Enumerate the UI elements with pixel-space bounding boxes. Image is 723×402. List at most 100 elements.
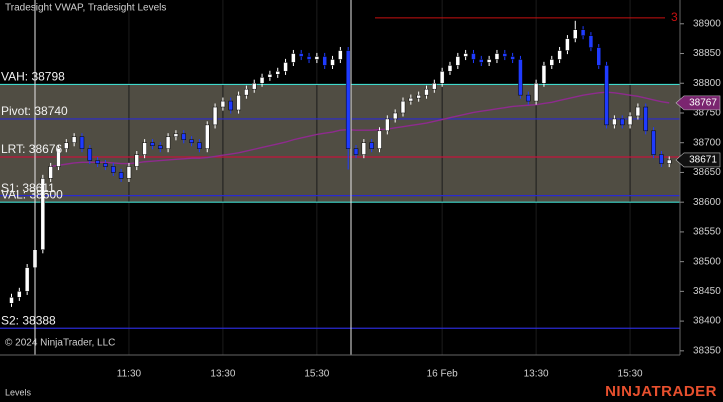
y-tick-label: 38750	[693, 108, 721, 119]
candle-body	[666, 159, 672, 164]
candle-body	[298, 53, 304, 57]
candle-body	[432, 82, 437, 90]
candle-body	[306, 56, 312, 60]
candle-body	[377, 130, 382, 149]
candle-body	[447, 65, 453, 72]
candle-body	[408, 97, 414, 102]
candle-body	[588, 35, 594, 48]
copyright: © 2024 NinjaTrader, LLC	[5, 338, 115, 349]
footer-tab[interactable]: Levels	[5, 387, 32, 397]
candle-body	[643, 106, 648, 132]
candle-body	[455, 56, 461, 66]
x-tick-label: 13:30	[524, 369, 549, 380]
y-tick-label: 38700	[693, 137, 721, 148]
candle-body	[596, 47, 601, 66]
price-badge-label: 38671	[689, 155, 717, 166]
vwap-line	[50, 91, 670, 168]
x-tick-label: 15:30	[304, 369, 329, 380]
price-badge-label: 38767	[689, 98, 717, 109]
candle-body	[220, 100, 226, 108]
candle-body	[494, 53, 500, 60]
y-tick-label: 38900	[693, 18, 721, 29]
candle-body	[627, 115, 633, 126]
candle-body	[48, 166, 53, 179]
candle-body	[24, 267, 30, 292]
candle-body	[259, 77, 265, 84]
y-tick-label: 38550	[693, 227, 721, 238]
candle-body	[197, 142, 202, 149]
candle-body	[95, 160, 100, 164]
candle-body	[612, 118, 617, 126]
candle-body	[134, 154, 140, 167]
level-label: S2: 38388	[1, 313, 56, 327]
candle-body	[580, 29, 586, 36]
candle-body	[345, 50, 351, 149]
candle-body	[565, 38, 570, 51]
candle-body	[236, 94, 241, 111]
candle-body	[424, 88, 429, 96]
candle-body	[212, 106, 218, 126]
level-label: S1: 38611	[1, 181, 55, 195]
candle-body	[9, 297, 14, 304]
candle-body	[291, 53, 296, 63]
brand-logo: NINJATRADER	[605, 383, 717, 400]
candle-body	[502, 53, 508, 57]
candle-body	[314, 56, 320, 60]
candle-body	[244, 88, 249, 96]
candle-body	[651, 130, 656, 155]
candle-body	[635, 106, 641, 117]
y-tick-label: 38350	[693, 345, 721, 356]
candle-body	[111, 166, 116, 173]
candle-body	[251, 82, 257, 90]
candle-body	[526, 94, 531, 102]
candle-body	[40, 178, 46, 250]
candle-body	[189, 139, 194, 143]
x-tick-label: 16 Feb	[427, 369, 459, 380]
candle-body	[400, 100, 406, 114]
y-tick-label: 38850	[693, 48, 721, 59]
candle-body	[103, 163, 108, 167]
y-tick-label: 38650	[693, 167, 721, 178]
candle-body	[228, 100, 233, 111]
y-tick-label: 38450	[693, 286, 721, 297]
candle-body	[510, 56, 515, 60]
candle-body	[518, 59, 523, 96]
x-tick-label: 15:30	[618, 369, 643, 380]
candle-body	[439, 71, 445, 84]
x-tick-label: 13:30	[210, 369, 235, 380]
candle-body	[79, 136, 85, 149]
candle-body	[338, 50, 343, 60]
level-label: VAL: 38600	[1, 187, 63, 201]
candle-body	[275, 71, 280, 75]
candle-body	[71, 136, 77, 143]
candle-body	[165, 136, 171, 149]
candle-body	[56, 148, 61, 167]
level-label: VAH: 38798	[1, 70, 65, 84]
candle-body	[126, 166, 132, 179]
candle-body	[267, 74, 273, 78]
candle-body	[17, 291, 22, 298]
candle-body	[533, 82, 539, 102]
candle-body	[604, 65, 609, 126]
plot-area	[0, 0, 680, 355]
candle-body	[573, 29, 578, 39]
candle-body	[322, 56, 327, 66]
candle-body	[549, 59, 555, 66]
candle-body	[361, 142, 367, 155]
candle-body	[353, 148, 359, 155]
level-label: LRT: 38676	[1, 142, 62, 156]
y-tick-label: 38400	[693, 316, 721, 327]
level-label: Pivot: 38740	[1, 104, 68, 118]
candle-body	[479, 59, 484, 63]
candle-body	[385, 118, 390, 132]
candle-body	[486, 59, 492, 63]
candle-body	[142, 142, 147, 155]
candle-body	[158, 145, 163, 149]
candle-body	[557, 50, 562, 60]
candle-body	[283, 62, 288, 72]
candle-body	[471, 53, 476, 60]
candle-body	[392, 112, 398, 120]
y-tick-label: 38600	[693, 197, 721, 208]
price-badge	[675, 95, 721, 111]
